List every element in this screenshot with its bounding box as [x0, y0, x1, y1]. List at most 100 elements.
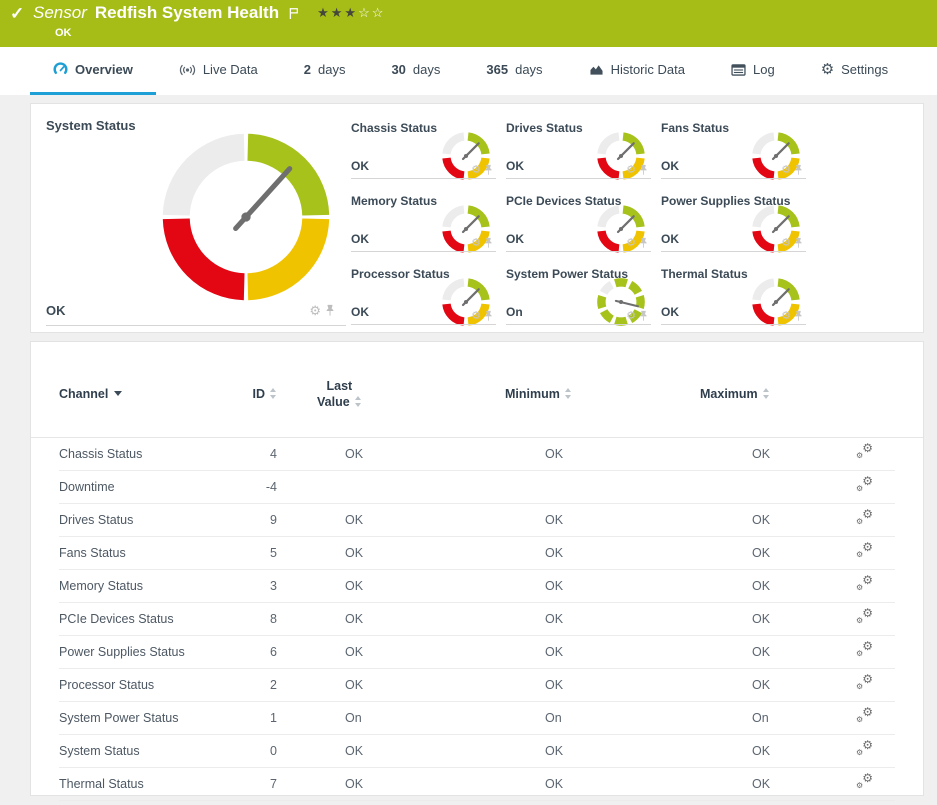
tab-label: Live Data: [202, 62, 258, 77]
table-row-thermal-status[interactable]: Thermal Status 7 OK OK OK ⚙ ⚙: [59, 768, 895, 801]
gauge-cell-system-power-status[interactable]: System Power Status On ⚙: [506, 265, 651, 338]
channel-settings-gears-icon[interactable]: ⚙ ⚙: [856, 474, 873, 493]
maximum-value: OK: [752, 545, 771, 560]
channel-settings-gears-icon[interactable]: ⚙ ⚙: [856, 540, 873, 559]
tab-365-days[interactable]: 365 days: [463, 47, 565, 95]
channel-settings-gears-icon[interactable]: ⚙ ⚙: [856, 705, 873, 724]
gauge-value: OK: [46, 303, 66, 318]
column-header-maximum[interactable]: Maximum: [682, 387, 842, 401]
last-value: OK: [345, 545, 364, 560]
table-row-power-supplies-status[interactable]: Power Supplies Status 6 OK OK OK ⚙ ⚙: [59, 636, 895, 669]
tab-number: 365: [486, 62, 509, 77]
table-row-downtime[interactable]: Downtime -4 ⚙ ⚙: [59, 471, 895, 504]
gear-icon[interactable]: ⚙: [781, 163, 791, 176]
gauge-corner-icons: ⚙: [781, 310, 803, 322]
tab-2-days[interactable]: 2 days: [281, 47, 369, 95]
gauge-title: Drives Status: [506, 121, 583, 135]
gauge-cell-thermal-status[interactable]: Thermal Status OK ⚙: [661, 265, 806, 338]
table-row-drives-status[interactable]: Drives Status 9 OK OK OK ⚙ ⚙: [59, 504, 895, 537]
channel-settings-gears-icon[interactable]: ⚙ ⚙: [856, 771, 873, 790]
star-empty-icon[interactable]: ☆☆: [358, 5, 386, 20]
pin-icon[interactable]: [484, 310, 493, 322]
star-filled-icon[interactable]: ★★★: [317, 5, 359, 20]
system-status-gauge: [162, 133, 330, 301]
minimum-value: On: [545, 710, 562, 725]
gauge-cell-power-supplies-status[interactable]: Power Supplies Status OK ⚙: [661, 192, 806, 265]
channel-settings-gears-icon[interactable]: ⚙ ⚙: [856, 639, 873, 658]
channel-settings-gears-icon[interactable]: ⚙ ⚙: [856, 573, 873, 592]
gear-icon[interactable]: ⚙: [471, 236, 481, 249]
maximum-value: OK: [752, 644, 771, 659]
last-value: OK: [345, 776, 364, 791]
channel-settings-gears-icon[interactable]: ⚙ ⚙: [856, 672, 873, 691]
gear-icon[interactable]: ⚙: [309, 303, 321, 318]
pin-icon[interactable]: [484, 164, 493, 176]
minimum-value: OK: [545, 446, 564, 461]
pin-icon[interactable]: [484, 237, 493, 249]
tab-live-data[interactable]: Live Data: [156, 47, 281, 95]
gauge-title: Chassis Status: [351, 121, 438, 135]
pin-icon[interactable]: [325, 304, 335, 317]
sort-caret-icon: [114, 391, 123, 397]
gear-icon[interactable]: ⚙: [626, 163, 636, 176]
pin-icon[interactable]: [639, 164, 648, 176]
system-status-gauge-block[interactable]: System Status OK ⚙: [31, 104, 349, 332]
maximum-value: OK: [752, 512, 771, 527]
pin-icon[interactable]: [639, 310, 648, 322]
column-header-minimum[interactable]: Minimum: [477, 387, 682, 401]
gauge-cell-fans-status[interactable]: Fans Status OK ⚙: [661, 119, 806, 192]
tab-log[interactable]: Log: [708, 47, 798, 95]
gauge-value: OK: [351, 232, 369, 246]
gear-icon[interactable]: ⚙: [471, 163, 481, 176]
tab-label: days: [317, 62, 346, 77]
divider: [661, 324, 806, 325]
pin-icon[interactable]: [794, 237, 803, 249]
table-row-system-power-status[interactable]: System Power Status 1 On On On ⚙ ⚙: [59, 702, 895, 735]
pin-icon[interactable]: [639, 237, 648, 249]
last-value: OK: [345, 446, 364, 461]
table-row-memory-status[interactable]: Memory Status 3 OK OK OK ⚙ ⚙: [59, 570, 895, 603]
tab-overview[interactable]: Overview: [30, 47, 156, 95]
gauge-cell-drives-status[interactable]: Drives Status OK ⚙: [506, 119, 651, 192]
gauge-title: Memory Status: [351, 194, 438, 208]
table-row-system-status[interactable]: System Status 0 OK OK OK ⚙ ⚙: [59, 735, 895, 768]
gauge-cell-memory-status[interactable]: Memory Status OK ⚙: [351, 192, 496, 265]
table-body: Chassis Status 4 OK OK OK ⚙ ⚙ Downtime -4…: [31, 438, 923, 801]
broadcast-icon: [179, 64, 195, 75]
gear-icon[interactable]: ⚙: [781, 236, 791, 249]
table-header-row: Channel ID Last Value Minimum Maximum: [31, 342, 923, 438]
gauge-cell-chassis-status[interactable]: Chassis Status OK ⚙: [351, 119, 496, 192]
divider: [661, 251, 806, 252]
table-row-chassis-status[interactable]: Chassis Status 4 OK OK OK ⚙ ⚙: [59, 438, 895, 471]
gauge-cell-processor-status[interactable]: Processor Status OK ⚙: [351, 265, 496, 338]
tab-30-days[interactable]: 30 days: [368, 47, 463, 95]
tab-historic-data[interactable]: Historic Data: [566, 47, 708, 95]
minimum-value: OK: [545, 512, 564, 527]
channel-settings-gears-icon[interactable]: ⚙ ⚙: [856, 738, 873, 757]
channel-settings-gears-icon[interactable]: ⚙ ⚙: [856, 507, 873, 526]
flag-icon[interactable]: [289, 7, 299, 20]
table-row-pcie-devices-status[interactable]: PCIe Devices Status 8 OK OK OK ⚙ ⚙: [59, 603, 895, 636]
gear-icon[interactable]: ⚙: [626, 309, 636, 322]
column-header-channel[interactable]: Channel: [59, 387, 249, 401]
channel-settings-gears-icon[interactable]: ⚙ ⚙: [856, 606, 873, 625]
pin-icon[interactable]: [794, 164, 803, 176]
tab-settings[interactable]: ⚙ Settings: [798, 47, 911, 95]
divider: [46, 325, 346, 326]
gear-icon[interactable]: ⚙: [471, 309, 481, 322]
gear-icon[interactable]: ⚙: [781, 309, 791, 322]
gauge-cell-pcie-devices-status[interactable]: PCIe Devices Status OK ⚙: [506, 192, 651, 265]
gauge-corner-icons: ⚙: [626, 310, 648, 322]
table-row-fans-status[interactable]: Fans Status 5 OK OK OK ⚙ ⚙: [59, 537, 895, 570]
table-row-processor-status[interactable]: Processor Status 2 OK OK OK ⚙ ⚙: [59, 669, 895, 702]
column-header-id[interactable]: ID: [249, 387, 277, 401]
gear-icon[interactable]: ⚙: [626, 236, 636, 249]
channel-settings-gears-icon[interactable]: ⚙ ⚙: [856, 441, 873, 460]
sensor-status-badge: OK: [55, 27, 72, 39]
gauge-value: OK: [661, 305, 679, 319]
pin-icon[interactable]: [794, 310, 803, 322]
gauge-corner-icons: ⚙: [309, 304, 335, 317]
channel-id: 9: [270, 512, 277, 527]
column-header-last-value[interactable]: Last Value: [277, 378, 477, 411]
priority-stars[interactable]: ★★★☆☆: [317, 5, 385, 21]
